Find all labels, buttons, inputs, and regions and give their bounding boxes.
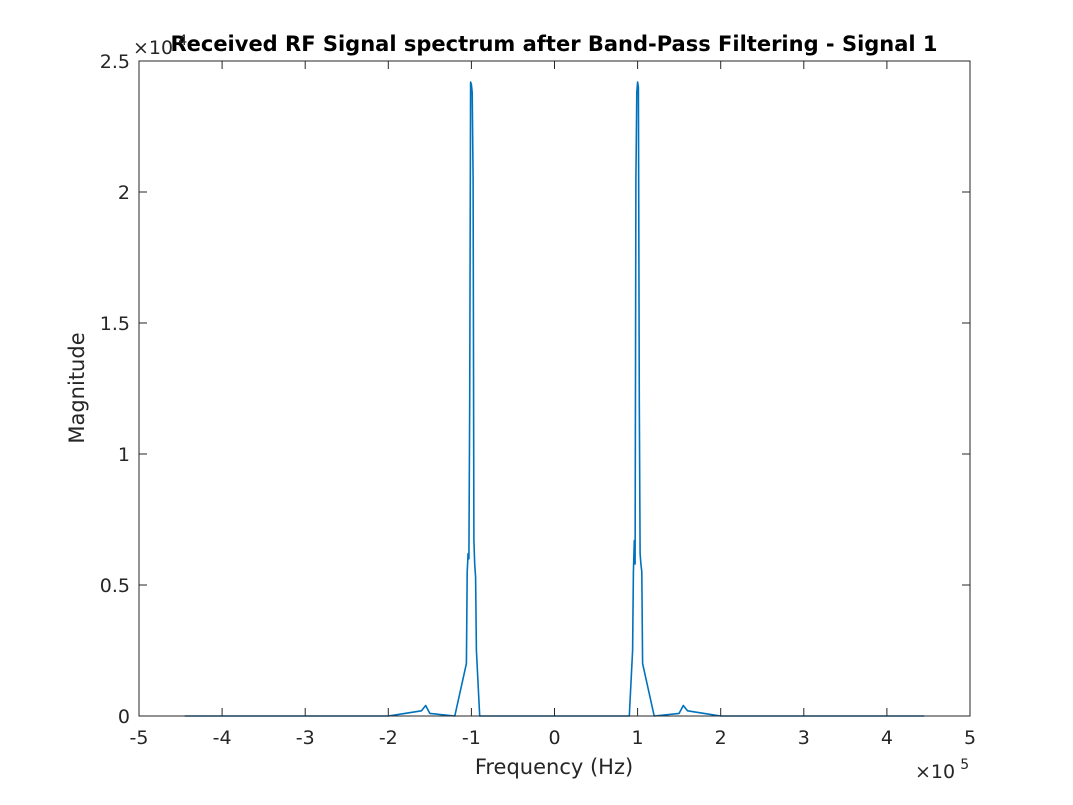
y-tick-label: 1 <box>118 444 130 466</box>
x-tick-label: 0 <box>548 727 560 749</box>
x-tick-label: -2 <box>379 727 398 749</box>
y-tick-label: 1.5 <box>100 313 130 335</box>
y-axis-ticks: 0 0.5 1 1.5 2 2.5 <box>100 51 970 728</box>
x-tick-label: 3 <box>798 727 810 749</box>
y-tick-label: 2.5 <box>100 51 130 73</box>
x-tick-label: 5 <box>964 727 976 749</box>
x-tick-label: -4 <box>213 727 232 749</box>
x-tick-label: 1 <box>632 727 644 749</box>
y-axis-label: Magnitude <box>65 332 89 443</box>
x-axis-label: Frequency (Hz) <box>475 755 633 779</box>
x-tick-label: -3 <box>296 727 315 749</box>
x-multiplier-exponent: 5 <box>960 757 969 773</box>
y-tick-label: 2 <box>118 182 130 204</box>
x-tick-label: -5 <box>130 727 149 749</box>
plot-area <box>139 61 970 716</box>
x-tick-label: -1 <box>462 727 481 749</box>
chart-title: Received RF Signal spectrum after Band-P… <box>170 32 937 56</box>
y-multiplier-exponent: 4 <box>178 33 187 49</box>
x-axis-multiplier: ×10 5 <box>915 757 969 783</box>
y-tick-label: 0 <box>118 706 130 728</box>
y-multiplier-base: ×10 <box>133 37 173 59</box>
y-axis-multiplier: ×10 4 <box>133 33 187 59</box>
y-tick-label: 0.5 <box>100 575 130 597</box>
x-multiplier-base: ×10 <box>915 761 955 783</box>
x-tick-label: 2 <box>715 727 727 749</box>
x-axis-ticks: -5 -4 -3 -2 -1 0 1 2 3 4 5 <box>130 61 976 749</box>
x-tick-label: 4 <box>881 727 893 749</box>
